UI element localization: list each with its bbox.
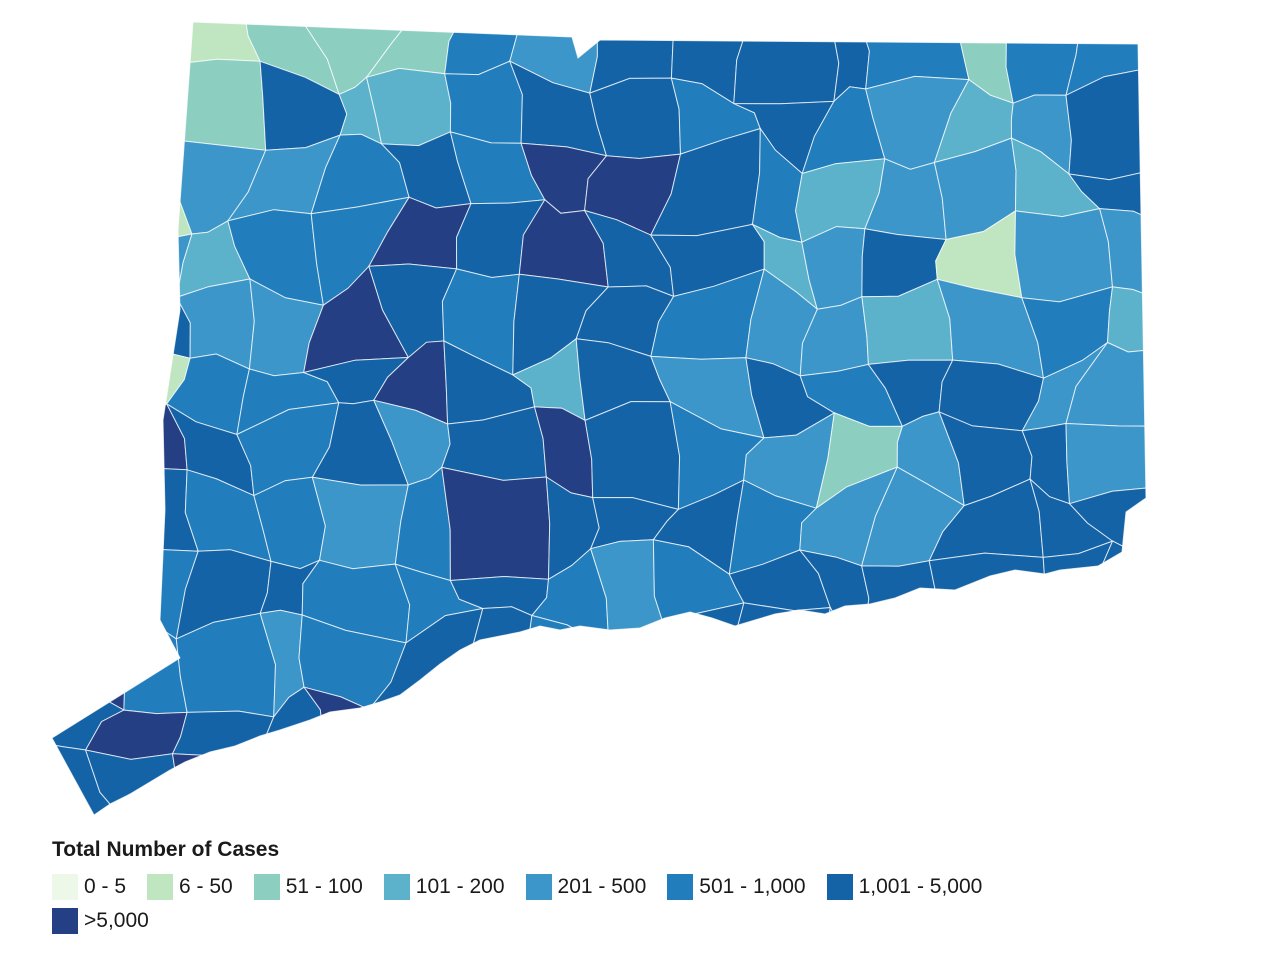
town-region[interactable] — [366, 759, 470, 831]
town-region[interactable] — [928, 552, 1047, 650]
town-region[interactable] — [863, 765, 973, 830]
town-region[interactable] — [1065, 65, 1160, 181]
town-region[interactable] — [89, 233, 193, 299]
town-region[interactable] — [36, 8, 127, 96]
legend-swatch — [52, 908, 78, 934]
town-region[interactable] — [584, 401, 681, 511]
town-region[interactable] — [40, 159, 101, 238]
town-region[interactable] — [1030, 748, 1078, 830]
legend-label: 501 - 1,000 — [699, 875, 806, 898]
town-region[interactable] — [952, 612, 1033, 704]
town-region[interactable] — [589, 77, 682, 160]
legend-label: 101 - 200 — [415, 875, 505, 898]
town-region[interactable] — [40, 203, 127, 305]
legend-label: 1,001 - 5,000 — [858, 875, 983, 898]
town-region[interactable] — [91, 65, 163, 171]
town-region[interactable] — [89, 137, 193, 245]
town-region[interactable] — [1068, 749, 1160, 830]
legend-item: 0 - 5 — [52, 874, 126, 900]
town-region[interactable] — [1065, 422, 1160, 505]
town-region[interactable] — [471, 606, 533, 697]
connecticut-choropleth-map — [32, 8, 1168, 831]
legend-swatch — [525, 874, 552, 900]
town-region[interactable] — [40, 347, 134, 443]
legend-label: 0 - 5 — [84, 875, 127, 898]
town-region[interactable] — [541, 775, 607, 830]
town-region[interactable] — [156, 58, 267, 151]
town-region[interactable] — [437, 775, 545, 830]
town-region[interactable] — [645, 777, 742, 830]
town-region[interactable] — [441, 466, 551, 582]
town-region[interactable] — [512, 695, 607, 779]
town-region[interactable] — [40, 605, 129, 711]
town-region[interactable] — [929, 680, 1040, 770]
legend-label: 51 - 100 — [285, 875, 363, 898]
town-region[interactable] — [39, 481, 117, 559]
town-region[interactable] — [1011, 626, 1115, 682]
town-region[interactable] — [40, 268, 139, 354]
town-region[interactable] — [737, 745, 802, 830]
town-region[interactable] — [715, 679, 814, 787]
legend-label: 6 - 50 — [179, 875, 233, 898]
legend-item: 201 - 500 — [525, 874, 647, 900]
town-region[interactable] — [116, 15, 198, 82]
town-region[interactable] — [593, 682, 681, 783]
legend-swatch — [253, 874, 280, 900]
town-region[interactable] — [171, 710, 275, 779]
legend-item: 101 - 200 — [383, 874, 505, 900]
town-region[interactable] — [40, 553, 129, 620]
legend-items: 0 - 5 6 - 50 51 - 100 101 - 200 201 - 500 501… — [52, 874, 1062, 934]
legend-label: >5,000 — [84, 909, 149, 932]
town-region[interactable] — [366, 67, 452, 147]
town-region[interactable] — [1065, 341, 1168, 427]
town-region[interactable] — [161, 8, 261, 67]
town-region[interactable] — [787, 746, 869, 830]
town-region[interactable] — [800, 679, 893, 767]
town-region[interactable] — [444, 60, 523, 144]
town-region[interactable] — [865, 696, 964, 771]
town-region[interactable] — [311, 476, 409, 570]
town-region[interactable] — [1076, 677, 1161, 769]
town-region[interactable] — [648, 682, 739, 787]
map-legend: Total Number of Cases 0 - 5 6 - 50 51 - 10… — [52, 838, 1232, 934]
town-region[interactable] — [1030, 540, 1114, 650]
legend-swatch — [52, 874, 78, 900]
town-region[interactable] — [733, 8, 840, 105]
town-region[interactable] — [295, 743, 411, 830]
town-region[interactable] — [584, 776, 682, 830]
town-region[interactable] — [593, 633, 668, 701]
town-region[interactable] — [1011, 670, 1115, 761]
legend-title: Total Number of Cases — [52, 838, 280, 861]
legend-label: 201 - 500 — [557, 875, 647, 898]
town-region[interactable] — [811, 606, 893, 698]
town-region[interactable] — [1065, 605, 1160, 698]
legend-item: 1,001 - 5,000 — [826, 874, 983, 900]
state-border — [51, 21, 1147, 816]
legend-swatch — [147, 874, 174, 900]
town-region[interactable] — [171, 753, 260, 830]
legend-item: 51 - 100 — [253, 874, 363, 900]
legend-swatch — [667, 874, 694, 900]
legend-item: >5,000 — [52, 908, 149, 934]
legend-item: 6 - 50 — [147, 874, 233, 900]
legend-swatch — [383, 874, 410, 900]
town-region[interactable] — [468, 680, 544, 784]
town-region[interactable] — [1106, 286, 1161, 353]
legend-swatch — [826, 874, 853, 900]
town-region[interactable] — [929, 759, 1040, 830]
town-region[interactable] — [1014, 208, 1114, 303]
town-region[interactable] — [40, 79, 122, 174]
legend-item: 501 - 1,000 — [667, 874, 806, 900]
town-region[interactable] — [32, 423, 124, 506]
town-region[interactable] — [239, 743, 325, 830]
town-map-svg — [32, 8, 1168, 831]
town-region[interactable] — [863, 612, 965, 708]
